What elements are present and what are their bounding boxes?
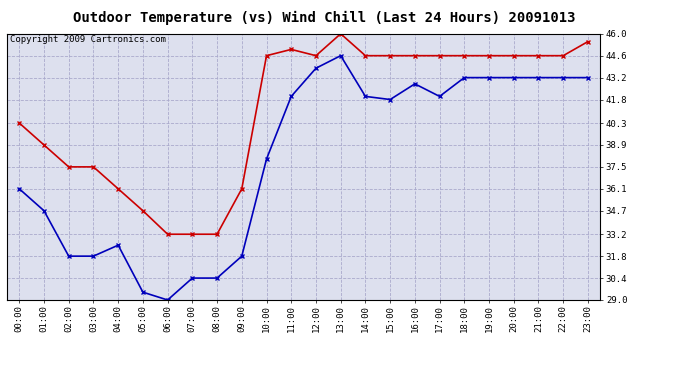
Text: Copyright 2009 Cartronics.com: Copyright 2009 Cartronics.com bbox=[10, 35, 166, 44]
Text: Outdoor Temperature (vs) Wind Chill (Last 24 Hours) 20091013: Outdoor Temperature (vs) Wind Chill (Las… bbox=[73, 11, 575, 26]
